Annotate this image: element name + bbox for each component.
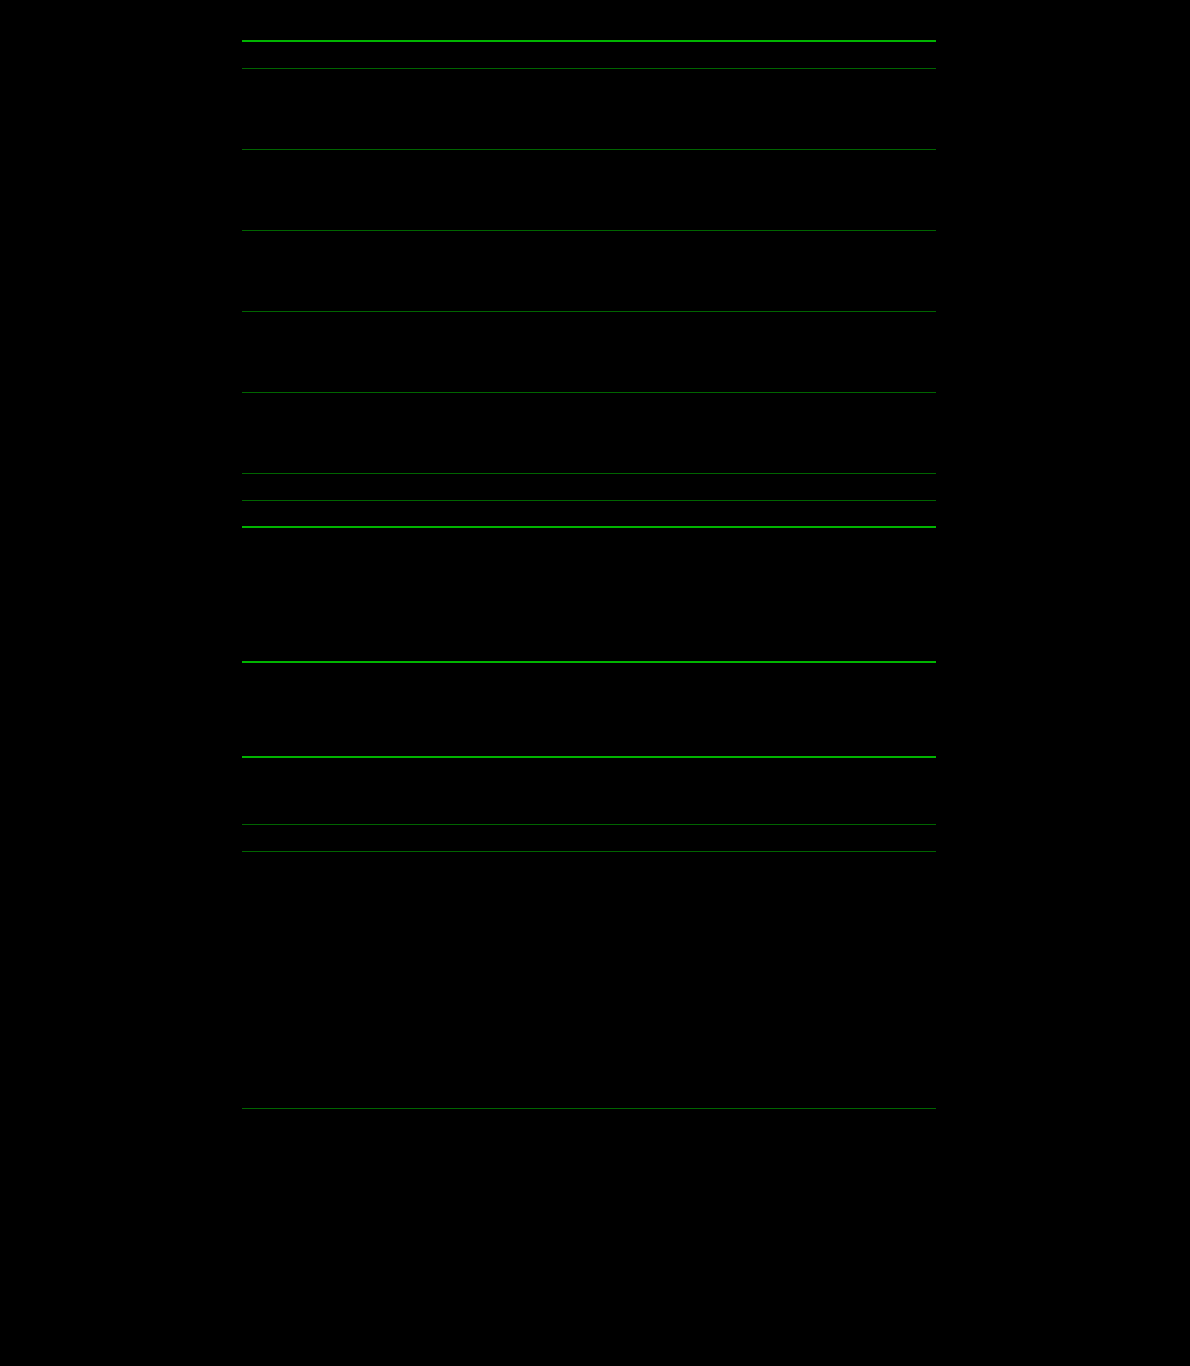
horizontal-line-3 — [242, 230, 936, 231]
horizontal-line-13 — [242, 1108, 936, 1109]
horizontal-line-0 — [242, 40, 936, 42]
horizontal-line-6 — [242, 473, 936, 474]
horizontal-line-12 — [242, 851, 936, 852]
horizontal-line-7 — [242, 500, 936, 501]
diagram-canvas — [0, 0, 1190, 1366]
horizontal-line-1 — [242, 68, 936, 69]
horizontal-line-4 — [242, 311, 936, 312]
horizontal-line-8 — [242, 526, 936, 528]
horizontal-line-10 — [242, 756, 936, 758]
horizontal-line-2 — [242, 149, 936, 150]
horizontal-line-5 — [242, 392, 936, 393]
horizontal-line-9 — [242, 661, 936, 663]
horizontal-line-11 — [242, 824, 936, 825]
